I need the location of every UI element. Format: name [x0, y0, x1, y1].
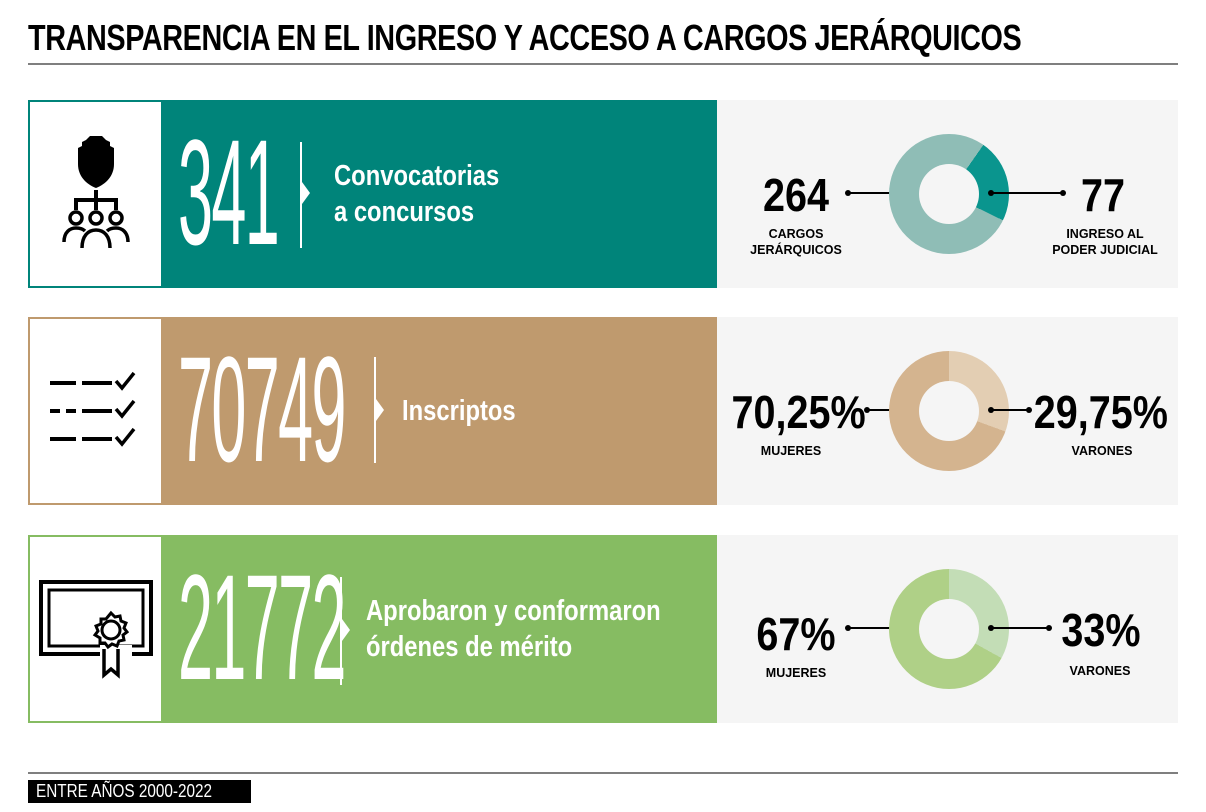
date-range-text: ENTRE AÑOS 2000-2022 [36, 781, 213, 801]
donut-hole [919, 599, 979, 659]
divider-line [300, 142, 302, 248]
breakdown-panel: 264 CARGOS JERÁRQUICOS 77 INGRESO AL POD… [717, 100, 1178, 288]
icon-box [28, 535, 163, 723]
donut-hole [919, 164, 979, 224]
hierarchy-shield-people-icon [61, 136, 130, 249]
right-value: 29,75% [1033, 386, 1168, 438]
page-title: TRANSPARENCIA EN EL INGRESO Y ACCESO A C… [28, 17, 1022, 58]
icon-box [28, 317, 163, 505]
breakdown-panel: 70,25% MUJERES 29,75% VARONES [717, 317, 1178, 505]
certificate-icon [38, 580, 153, 679]
description-line-2: a concursos [334, 196, 475, 228]
divider-line [340, 577, 342, 685]
left-value: 67% [756, 608, 836, 660]
highlight-panel: 70749 Inscriptos [162, 317, 717, 505]
pointer-arrow-icon [302, 182, 310, 204]
stat-row-aprobados: 21772 Aprobaron y conformaron órdenes de… [28, 535, 1178, 723]
right-label: VARONES [1069, 664, 1131, 678]
right-connector [988, 407, 1032, 413]
right-label: VARONES [1071, 444, 1133, 458]
icon-box [28, 100, 163, 288]
right-label: INGRESO AL PODER JUDICIAL [1052, 227, 1158, 257]
date-range-label: ENTRE AÑOS 2000-2022 [28, 780, 252, 803]
left-label: MUJERES [760, 444, 822, 458]
pointer-arrow-icon [376, 399, 384, 421]
breakdown-panel: 67% MUJERES 33% VARONES [717, 535, 1178, 723]
right-connector [988, 190, 1066, 196]
stat-row-inscriptos: 70749 Inscriptos 70,25% MUJERES 29,75% V… [28, 317, 1178, 505]
big-number: 70749 [178, 325, 346, 493]
description-line-2: órdenes de mérito [366, 631, 573, 663]
title-divider [28, 63, 1178, 65]
description-line-1: Convocatorias [334, 160, 500, 192]
right-connector [988, 625, 1052, 631]
stat-row-convocatorias: 341 Convocatorias a concursos 264 CARGOS… [28, 100, 1178, 288]
divider-line [374, 357, 376, 463]
left-label: MUJERES [765, 666, 827, 680]
pointer-arrow-icon [342, 619, 350, 641]
highlight-panel: 341 Convocatorias a concursos [162, 100, 717, 288]
big-number: 341 [178, 108, 280, 276]
right-value: 77 [1080, 169, 1125, 221]
donut-hole [919, 381, 979, 441]
highlight-panel: 21772 Aprobaron y conformaron órdenes de… [162, 535, 717, 723]
description-line-1: Inscriptos [402, 395, 516, 427]
big-number: 21772 [178, 543, 346, 711]
right-value: 33% [1061, 604, 1141, 656]
footer-divider [28, 772, 1178, 774]
left-value: 264 [762, 169, 830, 221]
donut-chart [889, 569, 1009, 689]
checklist-icon [49, 371, 135, 447]
left-label: CARGOS JERÁRQUICOS [750, 227, 842, 257]
description-line-1: Aprobaron y conformaron [366, 595, 661, 627]
donut-chart [889, 351, 1009, 471]
left-value: 70,25% [731, 386, 866, 438]
